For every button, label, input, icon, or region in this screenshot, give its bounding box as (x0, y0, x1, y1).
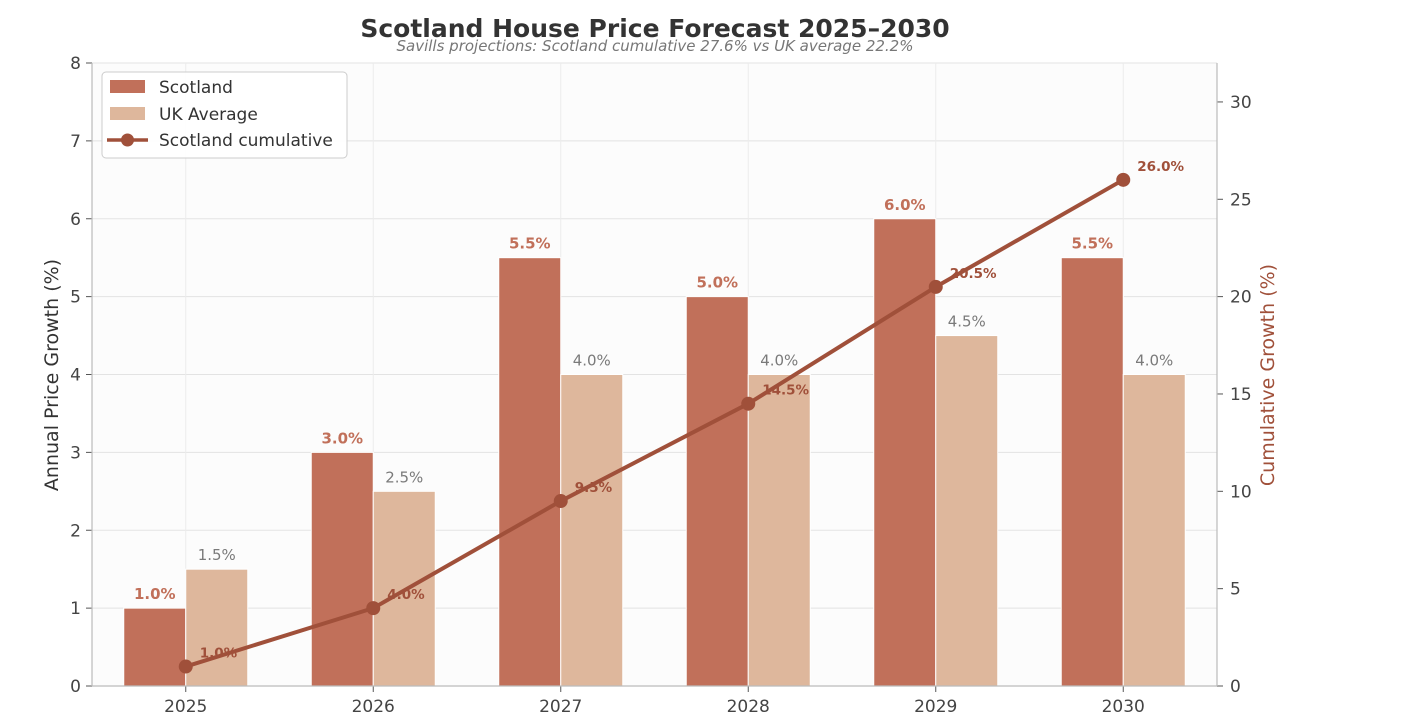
bar-uk-average (1122, 374, 1186, 687)
y-tick-label: 2 (70, 521, 81, 541)
y2-tick-label: 25 (1230, 190, 1252, 210)
y-tick-label: 8 (70, 54, 81, 74)
x-tick-label: 2029 (914, 697, 957, 717)
y-tick-label: 4 (70, 366, 81, 386)
bar-label-scotland: 5.5% (1071, 235, 1113, 253)
cumulative-line (183, 177, 1126, 669)
x-tick-label: 2027 (539, 697, 582, 717)
y2-tick-label: 30 (1230, 93, 1252, 113)
legend-marker-cumulative (121, 133, 134, 147)
bar-scotland (685, 296, 749, 687)
cumulative-point (928, 279, 943, 294)
cumulative-point-label: 4.0% (387, 587, 425, 603)
bar-uk-average (560, 374, 624, 687)
x-tick-label: 2026 (352, 697, 395, 717)
bar-scotland (498, 257, 562, 687)
y2-axis-label: Cumulative Growth (%) (1257, 264, 1279, 486)
cumulative-point-label: 1.0% (200, 646, 238, 662)
bar-scotland (310, 451, 374, 687)
y-axis-label: Annual Price Growth (%) (41, 259, 63, 491)
bars (123, 218, 1186, 687)
bar-label-uk-average: 4.5% (948, 313, 986, 331)
cumulative-point-label: 20.5% (950, 266, 997, 282)
legend-box (101, 71, 348, 159)
y2-tick-label: 5 (1230, 580, 1241, 600)
bar-label-uk-average: 4.0% (573, 352, 611, 370)
x-tick-label: 2030 (1102, 697, 1145, 717)
bar-label-uk-average: 1.5% (198, 546, 236, 564)
bar-label-scotland: 6.0% (884, 196, 926, 214)
legend-swatch-scotland (110, 80, 145, 93)
bar-label-uk-average: 4.0% (760, 352, 798, 370)
bar-label-scotland: 1.0% (134, 585, 176, 603)
y-tick-label: 6 (70, 210, 81, 230)
bar-uk-average (935, 335, 999, 687)
y-tick-label: 0 (70, 677, 81, 697)
cumulative-line-group: 1.0% 4.0% 9.5% 14.5% 20.5% 26.0% (178, 159, 1185, 674)
y-tick-label: 7 (70, 132, 81, 152)
bar-scotland (873, 218, 937, 687)
bar-uk-average (185, 568, 249, 687)
cumulative-point (178, 659, 193, 674)
legend-label-scotland: Scotland (159, 78, 233, 98)
legend: Scotland UK Average Scotland cumulative (101, 71, 348, 159)
y-tick-label: 1 (70, 599, 81, 619)
legend-label-uk-average: UK Average (159, 105, 258, 125)
y2-tick-label: 15 (1230, 385, 1252, 405)
bar-label-scotland: 5.0% (696, 274, 738, 292)
cumulative-point (741, 396, 756, 411)
bar-scotland (1060, 257, 1124, 687)
y2-tick-label: 0 (1230, 677, 1241, 697)
y2-tick-label: 10 (1230, 482, 1252, 502)
cumulative-point (1116, 172, 1131, 187)
chart-subtitle: Savills projections: Scotland cumulative… (397, 37, 914, 55)
x-tick-label: 2025 (164, 697, 207, 717)
bar-label-scotland: 5.5% (509, 235, 551, 253)
y-tick-label: 3 (70, 443, 81, 463)
bar-label-uk-average: 4.0% (1135, 352, 1173, 370)
x-tick-label: 2028 (727, 697, 770, 717)
bar-uk-average (747, 374, 811, 687)
bar-label-scotland: 3.0% (321, 429, 363, 447)
bar-scotland (123, 607, 187, 687)
cumulative-point (366, 601, 381, 616)
y-tick-label: 5 (70, 288, 81, 308)
chart-title: Scotland House Price Forecast 2025–2030 (360, 14, 949, 43)
legend-swatch-uk-average (110, 107, 145, 120)
bar-labels: 1.0% 1.5% 3.0% 2.5% 5.5% 4.0% 5.0% 4.0% 6.0% 4.5%… (134, 196, 1173, 603)
y2-tick-label: 20 (1230, 288, 1252, 308)
legend-label-cumulative: Scotland cumulative (159, 131, 333, 151)
cumulative-point-label: 14.5% (762, 383, 809, 399)
cumulative-point-label: 26.0% (1137, 159, 1184, 175)
bar-label-uk-average: 2.5% (385, 468, 423, 486)
cumulative-point (553, 494, 568, 509)
cumulative-point-label: 9.5% (575, 480, 613, 496)
